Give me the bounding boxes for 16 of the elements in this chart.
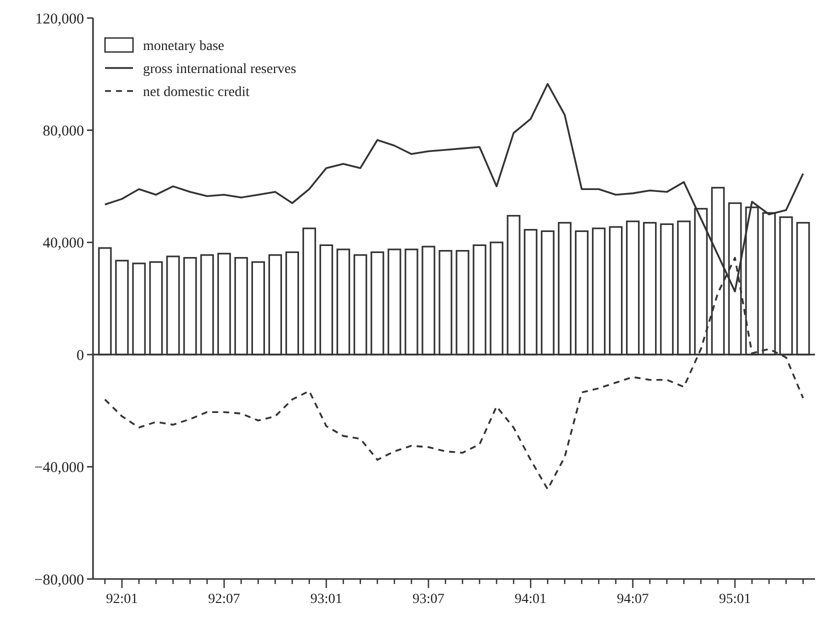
legend-label: gross international reserves [143, 62, 296, 77]
y-tick-label: 80,000 [42, 123, 84, 140]
y-tick-label: 40,000 [42, 236, 84, 252]
x-tick-label: 93:01 [310, 592, 342, 607]
y-tick-label: −40,000 [34, 460, 84, 476]
legend-label: monetary base [143, 38, 224, 54]
x-tick-label: 94:01 [514, 592, 547, 607]
y-tick-label: 120,000 [35, 11, 84, 28]
y-tick-label: 0 [76, 348, 84, 364]
x-tick-label: 94:07 [616, 592, 649, 607]
x-tick-label: 92:01 [106, 592, 138, 607]
x-tick-label: 92:07 [208, 592, 240, 607]
y-tick-label: −80,000 [34, 572, 84, 588]
legend-label: net domestic credit [143, 84, 250, 100]
x-tick-label: 93:07 [412, 592, 444, 607]
x-tick-label: 95:01 [719, 592, 751, 607]
